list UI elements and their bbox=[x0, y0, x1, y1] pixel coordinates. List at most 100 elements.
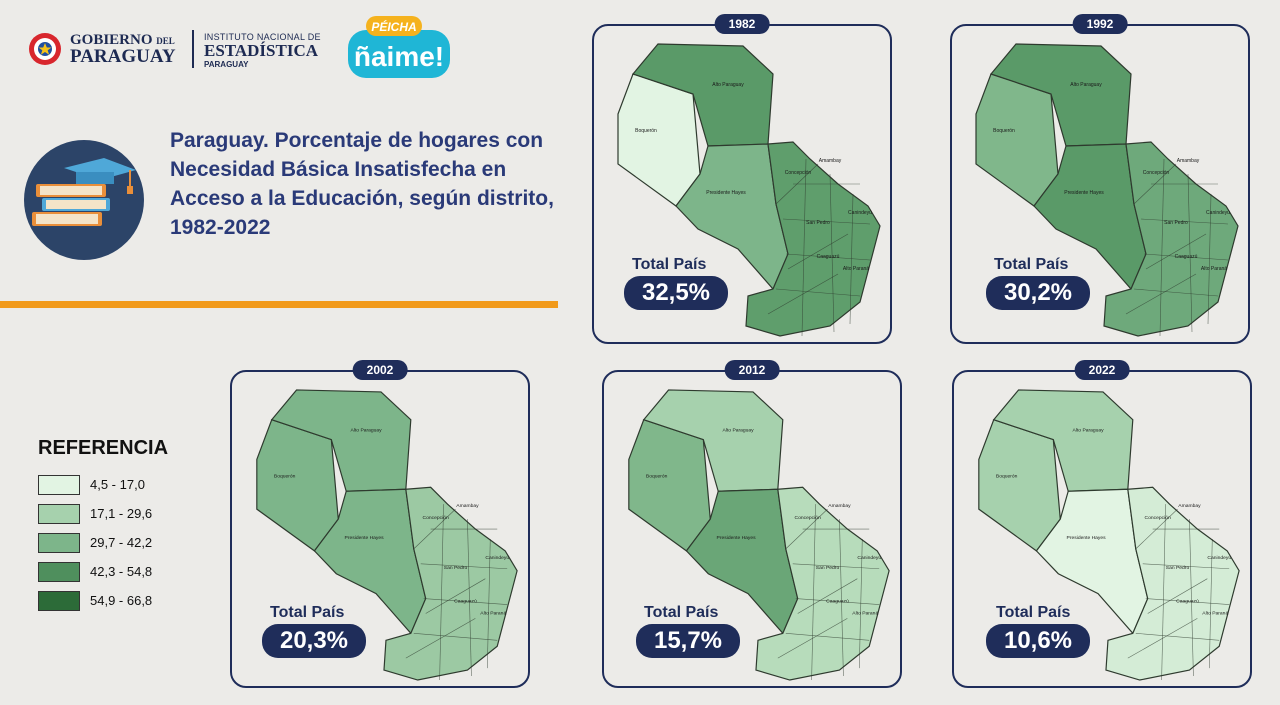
department-label: Concepción bbox=[785, 170, 812, 176]
district-boundary bbox=[797, 578, 858, 614]
ine-line2: ESTADÍSTICA bbox=[204, 41, 319, 60]
total-label: Total País bbox=[994, 256, 1069, 273]
district-boundary bbox=[1143, 253, 1229, 261]
department-label: Alto Paraguay bbox=[712, 82, 744, 88]
district-boundary bbox=[1133, 163, 1177, 205]
year-tag: 2022 bbox=[1074, 360, 1130, 380]
gov-del: DEL bbox=[156, 36, 175, 46]
region-alto-paraguay bbox=[631, 43, 774, 147]
gobierno-logo-text: GOBIERNO DEL PARAGUAY bbox=[70, 32, 176, 67]
ine-line3: PARAGUAY bbox=[204, 60, 249, 69]
department-label: San Pedro bbox=[444, 565, 468, 571]
district-boundary bbox=[1135, 633, 1220, 641]
department-label: Canindeyú bbox=[857, 555, 881, 561]
department-label: Amambay bbox=[819, 158, 842, 164]
district-boundary bbox=[467, 519, 472, 677]
year-tag: 1982 bbox=[714, 14, 770, 34]
total-value: 15,7% bbox=[636, 624, 740, 658]
district-boundary bbox=[413, 508, 456, 550]
department-label: Alto Paraguay bbox=[723, 428, 755, 434]
department-label: Alto Paraguay bbox=[1073, 428, 1105, 434]
district-boundary bbox=[1133, 288, 1219, 297]
legend-swatch bbox=[38, 591, 80, 611]
department-label: Caaguazú bbox=[826, 599, 849, 605]
department-label: Presidente Hayes bbox=[1064, 190, 1104, 196]
ine-line1: INSTITUTO NACIONAL DE bbox=[204, 32, 321, 42]
legend-label: 42,3 - 54,8 bbox=[90, 564, 153, 579]
region-eastern bbox=[755, 486, 890, 681]
region-boqueron bbox=[256, 418, 339, 552]
department-label: Caaguazú bbox=[1175, 254, 1198, 260]
peicha-naime-logo: PÉICHA ñaime! bbox=[348, 16, 450, 78]
department-label: Caaguazú bbox=[1176, 599, 1199, 605]
legend-swatch bbox=[38, 475, 80, 495]
year-tag: 2002 bbox=[352, 360, 408, 380]
department-label: Canindeyú bbox=[485, 555, 509, 561]
region-alto-paraguay bbox=[642, 389, 784, 492]
region-eastern bbox=[1105, 486, 1240, 681]
district-boundary bbox=[423, 598, 508, 605]
books-graduation-cap-icon bbox=[24, 140, 144, 260]
region-eastern bbox=[745, 141, 881, 337]
title-underline bbox=[0, 301, 558, 308]
district-boundary bbox=[1207, 193, 1212, 325]
district-boundary bbox=[785, 508, 828, 550]
department-label: Caaguazú bbox=[817, 254, 840, 260]
department-label: Presidente Hayes bbox=[717, 535, 757, 541]
brand-main-text: ñaime! bbox=[354, 41, 444, 72]
ine-logo-text: INSTITUTO NACIONAL DE ESTADÍSTICA PARAGU… bbox=[204, 30, 321, 72]
district-boundary bbox=[1187, 173, 1193, 333]
legend-title: REFERENCIA bbox=[38, 437, 169, 459]
map-panel-2002: 2002 Alto Paraguay Boquerón Presidente Hay… bbox=[230, 360, 530, 688]
legend-label: 4,5 - 17,0 bbox=[90, 477, 145, 492]
region-alto-paraguay bbox=[989, 43, 1132, 147]
district-boundary bbox=[829, 173, 835, 333]
department-label: Concepción bbox=[1143, 170, 1170, 176]
total-value: 30,2% bbox=[986, 276, 1090, 310]
district-boundary bbox=[1161, 504, 1166, 681]
department-label: Boquerón bbox=[993, 128, 1015, 134]
legend-swatch bbox=[38, 504, 80, 524]
department-label: Alto Paraná bbox=[1202, 610, 1228, 616]
department-label: Caaguazú bbox=[454, 599, 477, 605]
district-boundary bbox=[787, 233, 849, 270]
total-label: Total País bbox=[632, 256, 707, 273]
district-boundary bbox=[785, 253, 871, 261]
department-label: Boquerón bbox=[996, 473, 1018, 479]
map-panel-2022: 2022 Alto Paraguay Boquerón Presidente Hay… bbox=[952, 360, 1252, 688]
total-label: Total País bbox=[996, 604, 1071, 621]
district-boundary bbox=[413, 633, 498, 641]
department-label: Concepción bbox=[1145, 515, 1171, 521]
district-boundary bbox=[839, 519, 844, 677]
district-boundary bbox=[439, 504, 444, 681]
total-value: 10,6% bbox=[986, 624, 1090, 658]
district-boundary bbox=[1125, 273, 1197, 315]
department-label: San Pedro bbox=[806, 220, 830, 226]
district-boundary bbox=[785, 633, 870, 641]
total-label: Total País bbox=[644, 604, 719, 621]
district-boundary bbox=[795, 598, 880, 605]
region-alto-paraguay bbox=[270, 389, 412, 492]
department-label: Boquerón bbox=[635, 128, 657, 134]
department-label: San Pedro bbox=[816, 565, 840, 571]
gov-line2: PARAGUAY bbox=[70, 46, 176, 67]
region-alto-paraguay bbox=[992, 389, 1134, 492]
district-boundary bbox=[1209, 538, 1213, 669]
district-boundary bbox=[849, 193, 854, 325]
total-label: Total País bbox=[270, 604, 345, 621]
department-label: Presidente Hayes bbox=[1067, 535, 1107, 541]
paraguay-map: Alto Paraguay Boquerón Presidente Hayes Con… bbox=[617, 43, 881, 337]
department-label: San Pedro bbox=[1166, 565, 1190, 571]
district-boundary bbox=[777, 618, 848, 659]
district-boundary bbox=[1189, 519, 1194, 677]
legend-label: 29,7 - 42,2 bbox=[90, 535, 153, 550]
department-label: Boquerón bbox=[646, 473, 668, 479]
brand-top-text: PÉICHA bbox=[371, 19, 416, 34]
district-boundary bbox=[792, 563, 880, 570]
paraguay-map: Alto Paraguay Boquerón Presidente Hayes Con… bbox=[256, 389, 518, 681]
total-value: 20,3% bbox=[262, 624, 366, 658]
department-label: Concepción bbox=[795, 515, 821, 521]
department-label: Amambay bbox=[828, 503, 851, 509]
legend-label: 17,1 - 29,6 bbox=[90, 506, 153, 521]
district-boundary bbox=[425, 578, 486, 614]
